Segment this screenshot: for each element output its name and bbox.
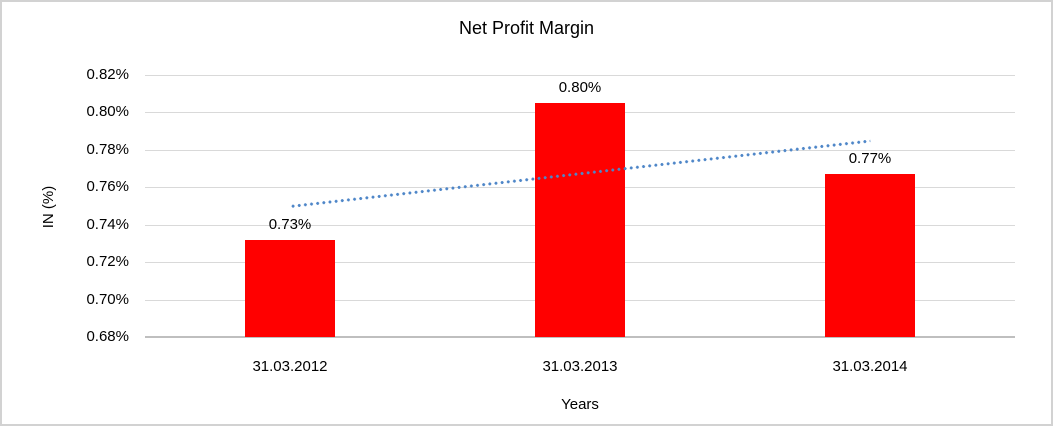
- y-tick-label: 0.68%: [86, 328, 129, 345]
- y-tick-label: 0.80%: [86, 103, 129, 121]
- y-tick-label: 0.74%: [86, 215, 129, 233]
- bar-data-label: 0.77%: [848, 150, 892, 168]
- bar: [245, 239, 335, 337]
- chart-title: Net Profit Margin: [458, 18, 595, 38]
- x-axis-title: Years: [561, 396, 599, 413]
- bar-data-label: 0.80%: [558, 79, 602, 97]
- y-tick-label: 0.82%: [86, 66, 129, 83]
- bar: [825, 174, 915, 337]
- y-tick-label: 0.72%: [86, 253, 129, 271]
- y-tick-label: 0.76%: [86, 178, 129, 196]
- bar-data-label: 0.73%: [268, 215, 312, 233]
- x-tick-label: 31.03.2013: [542, 358, 618, 375]
- y-tick-label: 0.70%: [86, 290, 129, 308]
- bar: [535, 103, 625, 337]
- y-tick-label: 0.78%: [86, 140, 129, 158]
- x-tick-label: 31.03.2012: [252, 358, 328, 375]
- x-tick-label: 31.03.2014: [832, 358, 908, 375]
- gridline: [145, 75, 1015, 76]
- x-axis-line: [145, 336, 1015, 338]
